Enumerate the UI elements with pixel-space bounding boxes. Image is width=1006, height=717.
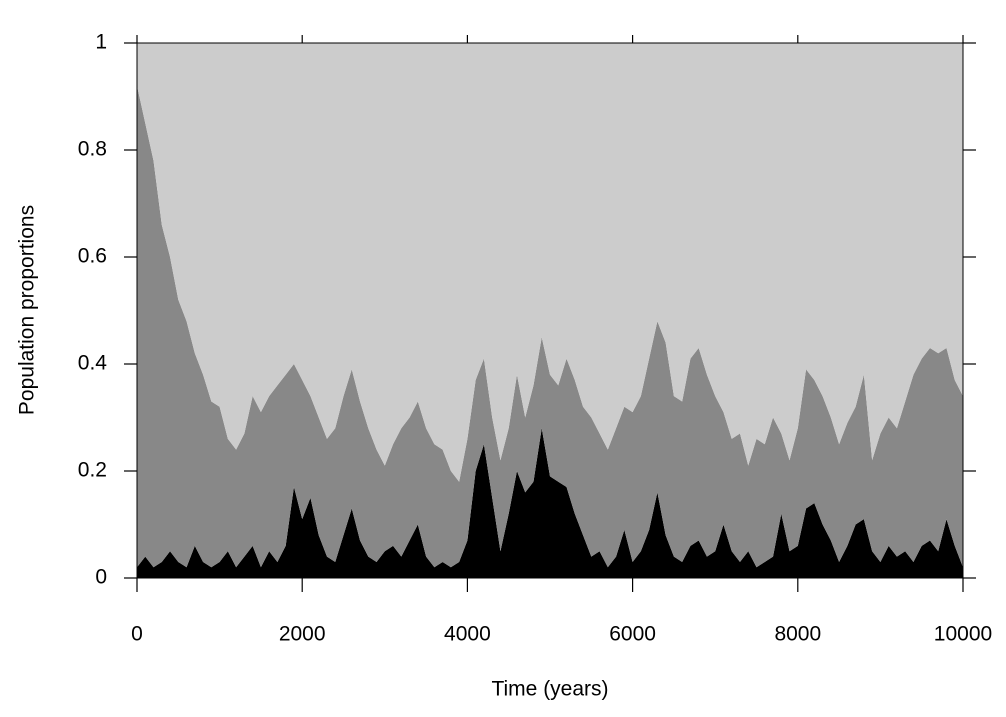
plot-frame [136, 42, 964, 579]
y-tick-label: 0.2 [78, 459, 107, 482]
y-tick-label: 0 [95, 566, 107, 589]
y-tick-label: 0.4 [78, 352, 108, 375]
y-tick-label: 0.8 [78, 138, 107, 161]
x-tick-label: 6000 [609, 623, 656, 646]
x-axis-title: Time (years) [491, 678, 608, 701]
x-tick-label: 10000 [934, 623, 992, 646]
y-tick-label: 1 [95, 31, 107, 54]
y-tick-label: 0.6 [78, 245, 107, 268]
y-axis-title: Population proportions [16, 205, 39, 415]
area [137, 428, 963, 578]
x-tick-label: 8000 [774, 623, 821, 646]
area [137, 43, 963, 482]
x-tick-label: 4000 [444, 623, 491, 646]
x-tick-label: 2000 [279, 623, 326, 646]
x-tick-label: 0 [131, 623, 143, 646]
area [137, 85, 963, 568]
